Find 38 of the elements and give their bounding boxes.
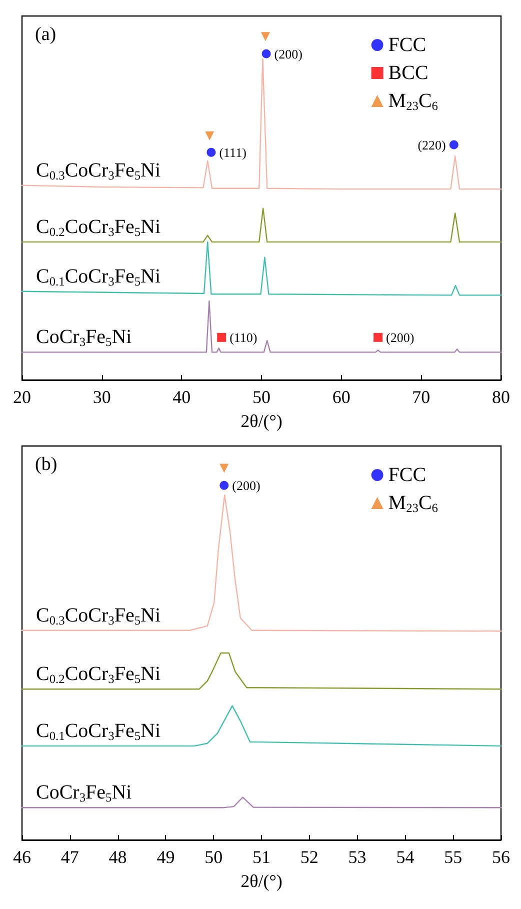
annotation: (110) <box>230 330 258 345</box>
point <box>217 332 226 342</box>
x-tick-label: 50 <box>204 847 223 867</box>
x-tick-label: 70 <box>412 387 430 407</box>
x-tick-label: 46 <box>13 847 31 867</box>
point <box>262 49 271 58</box>
x-tick-label: 56 <box>492 847 510 867</box>
x-tick-label: 49 <box>156 847 175 867</box>
x-tick-label: 55 <box>444 847 462 867</box>
annotation: (220) <box>418 137 446 152</box>
point <box>260 32 270 42</box>
x-axis-title: 2θ/(°) <box>240 411 282 431</box>
point <box>374 332 383 342</box>
chart-title: (a) <box>35 24 56 45</box>
legend-label: FCC <box>388 464 426 486</box>
annotation: (111) <box>219 144 246 160</box>
x-tick-label: 48 <box>108 847 127 867</box>
x-tick-label: 60 <box>332 387 350 407</box>
x-tick-label: 52 <box>300 847 318 867</box>
point <box>205 131 214 140</box>
x-tick-label: 30 <box>92 387 111 407</box>
point <box>449 140 458 150</box>
chart-title: (b) <box>35 454 58 475</box>
x-tick-label: 53 <box>348 847 366 867</box>
annotation: (200) <box>386 330 414 345</box>
x-tick-label: 54 <box>396 847 414 867</box>
x-tick-label: 20 <box>13 387 31 407</box>
legend-label: BCC <box>388 62 428 84</box>
point <box>206 148 216 157</box>
annotation: (200) <box>274 46 302 62</box>
legend-label: FCC <box>388 34 426 56</box>
x-tick-label: 47 <box>60 847 79 867</box>
annotation: (200) <box>232 478 260 493</box>
x-tick-label: 51 <box>252 847 270 867</box>
x-tick-label: 50 <box>252 387 270 407</box>
x-tick-label: 80 <box>492 387 510 407</box>
x-axis-title: 2θ/(°) <box>240 871 282 891</box>
x-tick-label: 40 <box>172 387 191 407</box>
